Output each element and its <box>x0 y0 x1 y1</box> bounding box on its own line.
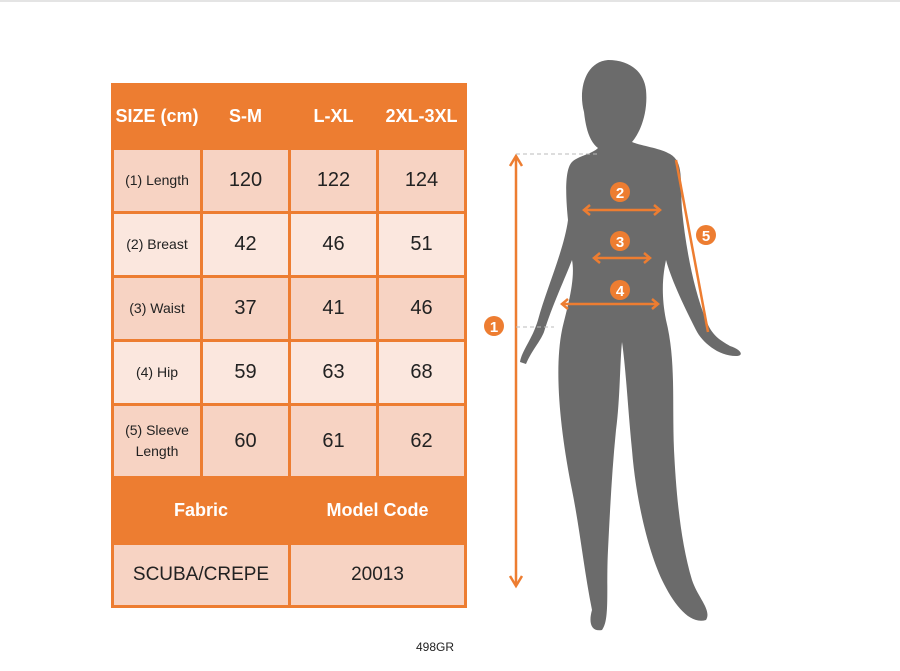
header-size: SIZE (cm) <box>111 83 203 150</box>
measurement-lines <box>508 153 710 589</box>
cell: 41 <box>288 275 379 342</box>
cell: 61 <box>288 403 379 479</box>
cell: 42 <box>200 211 291 278</box>
header-s-m: S-M <box>200 83 291 150</box>
cell: 46 <box>376 275 467 342</box>
marker-3: 3 <box>610 231 630 251</box>
footer-header-row: Fabric Model Code <box>111 476 467 545</box>
cell: 59 <box>200 339 291 406</box>
header-row: SIZE (cm) S-M L-XL 2XL-3XL <box>111 83 467 150</box>
table-row: (1) Length 120 122 124 <box>111 147 467 214</box>
marker-4: 4 <box>610 280 630 300</box>
body-measurement-diagram: 1 2 3 4 5 <box>484 60 741 631</box>
cell: 62 <box>376 403 467 479</box>
table-row: (4) Hip 59 63 68 <box>111 339 467 406</box>
footer-row: SCUBA/CREPE 20013 <box>111 542 467 608</box>
header-2xl-3xl: 2XL-3XL <box>376 83 467 150</box>
svg-text:2: 2 <box>616 185 624 202</box>
cell: 122 <box>288 147 379 214</box>
table-row: (5) Sleeve Length 60 61 62 <box>111 403 467 479</box>
silhouette <box>520 60 741 631</box>
row-label: (5) Sleeve Length <box>111 403 203 479</box>
top-border <box>0 0 900 2</box>
svg-text:5: 5 <box>702 228 710 245</box>
svg-text:1: 1 <box>490 319 498 336</box>
marker-1: 1 <box>484 316 504 336</box>
row-label: (1) Length <box>111 147 203 214</box>
fabric-header: Fabric <box>111 476 291 545</box>
cell: 46 <box>288 211 379 278</box>
marker-5: 5 <box>696 225 716 245</box>
header-l-xl: L-XL <box>288 83 379 150</box>
marker-2: 2 <box>610 182 630 202</box>
cell: 60 <box>200 403 291 479</box>
product-code: 498GR <box>416 640 455 654</box>
row-label: (3) Waist <box>111 275 203 342</box>
table-row: (2) Breast 42 46 51 <box>111 211 467 278</box>
cell: 120 <box>200 147 291 214</box>
svg-text:3: 3 <box>616 234 624 251</box>
cell: 63 <box>288 339 379 406</box>
svg-text:4: 4 <box>616 283 625 300</box>
cell: 68 <box>376 339 467 406</box>
fabric-value: SCUBA/CREPE <box>111 542 291 608</box>
cell: 51 <box>376 211 467 278</box>
model-code-header: Model Code <box>288 476 467 545</box>
table-row: (3) Waist 37 41 46 <box>111 275 467 342</box>
model-code-value: 20013 <box>288 542 467 608</box>
row-label: (2) Breast <box>111 211 203 278</box>
cell: 37 <box>200 275 291 342</box>
size-chart-table: SIZE (cm) S-M L-XL 2XL-3XL (1) Length 12… <box>111 83 467 608</box>
cell: 124 <box>376 147 467 214</box>
row-label: (4) Hip <box>111 339 203 406</box>
